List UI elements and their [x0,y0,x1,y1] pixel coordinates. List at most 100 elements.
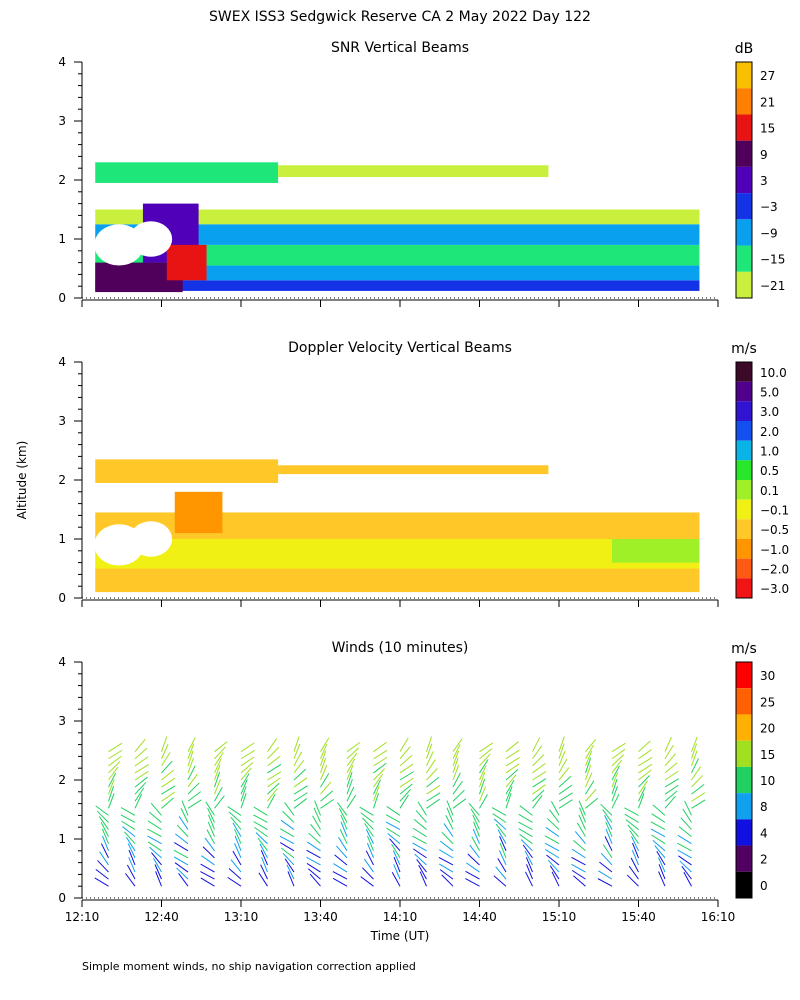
wind-barb [267,747,280,760]
wind-barb [585,764,592,781]
colorbar-label: −21 [760,279,785,293]
wind-barb [426,743,433,759]
wind-barb [600,803,613,816]
wind-barb [547,859,560,873]
wind-barb [426,751,434,767]
wind-barb [479,794,488,809]
wind-barb [499,835,507,852]
wind-barb [187,791,202,802]
wind-barb [389,838,401,852]
wind-barb [362,817,374,830]
wind-barb [134,756,149,767]
wind-barb [122,826,136,838]
wind-barb [200,871,215,880]
wind-barb [571,863,586,873]
wind-barb [161,791,175,802]
wind-barb [677,849,692,859]
wind-barb [267,788,278,802]
wind-barb [426,792,441,802]
colorbar-frame [735,61,753,299]
wind-barb [599,861,613,873]
wind-barb [307,868,321,880]
wind-barb [281,847,295,859]
wind-barb [479,786,487,802]
colorbar-label: 3 [760,174,768,188]
wind-barb [602,809,613,823]
data-band [95,568,700,593]
wind-barb [227,806,242,816]
colorbar-label: 2 [760,853,768,867]
wind-barb [611,793,620,809]
wind-barb [108,755,122,767]
colorbar-swatch [736,519,752,539]
wind-barb [267,777,281,788]
wind-barb [161,777,176,788]
colorbar-frame [735,361,753,599]
wind-barb [415,810,427,823]
y-tick-label: 4 [58,55,66,69]
wind-barb [208,814,215,830]
wind-barb [452,798,467,809]
wind-barb [412,835,427,845]
wind-barb [346,741,361,753]
x-tick-label: 16:10 [701,910,736,924]
snr-colorbar-unit: dB [735,41,754,57]
wind-barb [479,742,494,753]
wind-barb [493,818,507,830]
y-axis-label: Altitude (km) [15,441,29,520]
wind-barb [452,744,461,759]
wind-barb [320,765,328,781]
x-tick-label: 15:10 [542,910,577,924]
wind-barb [314,800,321,816]
wind-barb [121,820,136,830]
wind-barb [691,775,703,788]
wind-barb [611,754,624,767]
wind-barb [393,864,401,880]
wind-barb [399,746,411,760]
wind-barb [399,788,412,802]
doppler-colorbar-unit: m/s [731,341,757,357]
wind-barb [399,771,414,781]
wind-barb [337,802,348,816]
wind-barb [257,837,268,852]
wind-barb [333,863,348,873]
wind-barb [691,758,699,774]
wind-barb [650,828,666,838]
wind-barb [416,859,427,873]
wind-barb [230,859,242,873]
wind-barb [392,850,401,866]
wind-barb [691,736,698,752]
wind-barb [174,862,189,873]
wind-barb [332,871,348,880]
colorbar-swatch [736,714,752,741]
wind-barb [366,835,374,851]
wind-barb [373,741,387,753]
colorbar-label: 4 [760,826,768,840]
colorbar-swatch [736,271,752,298]
wind-barb [495,823,507,837]
wind-barb [545,827,560,838]
wind-barb [293,798,307,809]
wind-barb [505,741,519,753]
wind-barb [495,866,507,880]
wind-barb [571,869,586,880]
colorbar-swatch [736,480,752,500]
wind-barb [625,819,639,830]
colorbar-swatch [736,871,752,898]
colorbar-label: 10.0 [760,366,787,380]
wind-barb [479,748,493,760]
wind-barb [550,801,560,816]
wind-barb [505,780,515,795]
wind-barb [472,828,480,844]
colorbar-label: 15 [760,122,775,136]
wind-barb [678,855,692,866]
data-gap [129,521,173,557]
wind-barb [399,777,414,788]
colorbar-label: 9 [760,148,768,162]
wind-barb [466,862,480,873]
wind-barb [418,864,427,880]
winds-plot-area: 0 1 2 3 4 12:10 12:40 13:10 13:40 14:10 14:40 15:10… [58,655,735,924]
wind-barb [340,821,348,837]
wind-barb [108,742,123,753]
wind-barb [611,786,618,802]
